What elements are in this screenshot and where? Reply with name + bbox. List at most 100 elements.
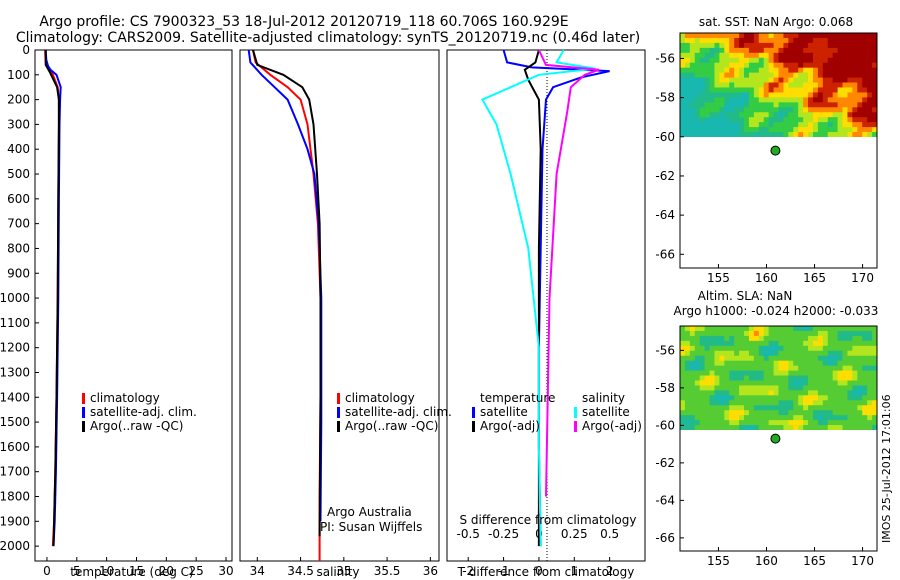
field-cell: [778, 410, 785, 416]
field-cell: [699, 127, 706, 133]
field-cell: [719, 112, 725, 118]
map-y-tick-label: -66: [655, 247, 675, 261]
field-cell: [817, 405, 824, 411]
field-cell: [808, 380, 814, 387]
field-cell: [709, 92, 716, 98]
field-cell: [872, 122, 877, 128]
field-cell: [803, 400, 809, 406]
field-cell: [827, 87, 834, 94]
field-cell: [699, 345, 706, 352]
field-cell: [812, 77, 819, 84]
field-cell: [812, 92, 819, 98]
field-cell: [867, 37, 873, 44]
field-cell: [867, 52, 873, 59]
field-cell: [788, 37, 794, 44]
field-cell: [793, 127, 799, 133]
field-cell: [773, 82, 780, 89]
field-cell: [867, 335, 873, 342]
depth-tick-label: 600: [7, 192, 30, 206]
field-cell: [842, 112, 849, 118]
field-cell: [842, 87, 849, 94]
field-cell: [783, 375, 789, 382]
field-cell: [689, 380, 696, 387]
depth-tick-label: 700: [7, 217, 30, 231]
difference-legend-swatch-s-argo: [574, 421, 577, 432]
field-cell: [778, 112, 785, 118]
field-cell: [827, 33, 834, 39]
field-cell: [773, 47, 780, 54]
field-cell: [753, 47, 760, 54]
field-cell: [689, 117, 696, 123]
field-cell: [808, 92, 814, 98]
field-cell: [773, 72, 780, 79]
field-cell: [753, 77, 760, 84]
field-cell: [758, 395, 765, 401]
field-cell: [684, 122, 691, 128]
field-cell: [704, 122, 711, 128]
field-cell: [709, 330, 716, 337]
field-cell: [812, 425, 819, 430]
field-cell: [680, 370, 686, 377]
field-cell: [729, 122, 735, 128]
field-cell: [778, 385, 785, 391]
field-cell: [684, 350, 691, 357]
field-cell: [753, 355, 760, 362]
field-cell: [867, 117, 873, 123]
field-cell: [684, 62, 691, 69]
field-cell: [827, 132, 834, 137]
field-cell: [719, 132, 725, 137]
field-cell: [719, 42, 725, 49]
field-cell: [739, 355, 745, 362]
field-cell: [689, 92, 696, 98]
field-cell: [817, 415, 824, 421]
field-cell: [817, 47, 824, 54]
field-cell: [744, 117, 750, 123]
field-cell: [872, 326, 877, 332]
field-cell: [837, 365, 844, 372]
field-cell: [714, 385, 720, 391]
salinity-x-label: salinity: [316, 565, 359, 579]
field-cell: [808, 326, 814, 332]
field-cell: [684, 415, 691, 421]
field-cell: [832, 82, 839, 89]
field-cell: [783, 365, 789, 372]
field-cell: [832, 360, 839, 367]
field-cell: [817, 390, 824, 396]
field-cell: [803, 62, 809, 69]
field-cell: [812, 355, 819, 362]
difference-lines: [480, 49, 610, 547]
field-cell: [734, 57, 740, 64]
field-cell: [694, 335, 701, 342]
map-y-tick-label: -60: [655, 418, 675, 432]
field-cell: [837, 82, 844, 89]
field-cell: [689, 47, 696, 54]
field-cell: [709, 42, 716, 49]
field-cell: [689, 420, 696, 426]
field-cell: [862, 47, 868, 54]
field-cell: [709, 340, 716, 347]
field-cell: [803, 355, 809, 362]
field-cell: [798, 400, 804, 406]
field-cell: [714, 370, 720, 377]
map-x-tick-label: 160: [755, 554, 778, 568]
field-cell: [694, 345, 701, 352]
field-cell: [867, 420, 873, 426]
field-cell: [857, 360, 863, 367]
field-cell: [734, 425, 740, 430]
field-cell: [817, 42, 824, 49]
field-cell: [798, 92, 804, 98]
field-cell: [699, 415, 706, 421]
field-cell: [684, 117, 691, 123]
field-cell: [783, 350, 789, 357]
field-cell: [699, 47, 706, 54]
field-cell: [753, 395, 760, 401]
field-cell: [748, 410, 755, 416]
field-cell: [808, 335, 814, 342]
field-cell: [837, 380, 844, 387]
field-cell: [847, 370, 853, 377]
field-cell: [684, 385, 691, 391]
field-cell: [822, 345, 829, 352]
field-cell: [748, 360, 755, 367]
field-cell: [689, 72, 696, 79]
field-cell: [714, 62, 720, 69]
